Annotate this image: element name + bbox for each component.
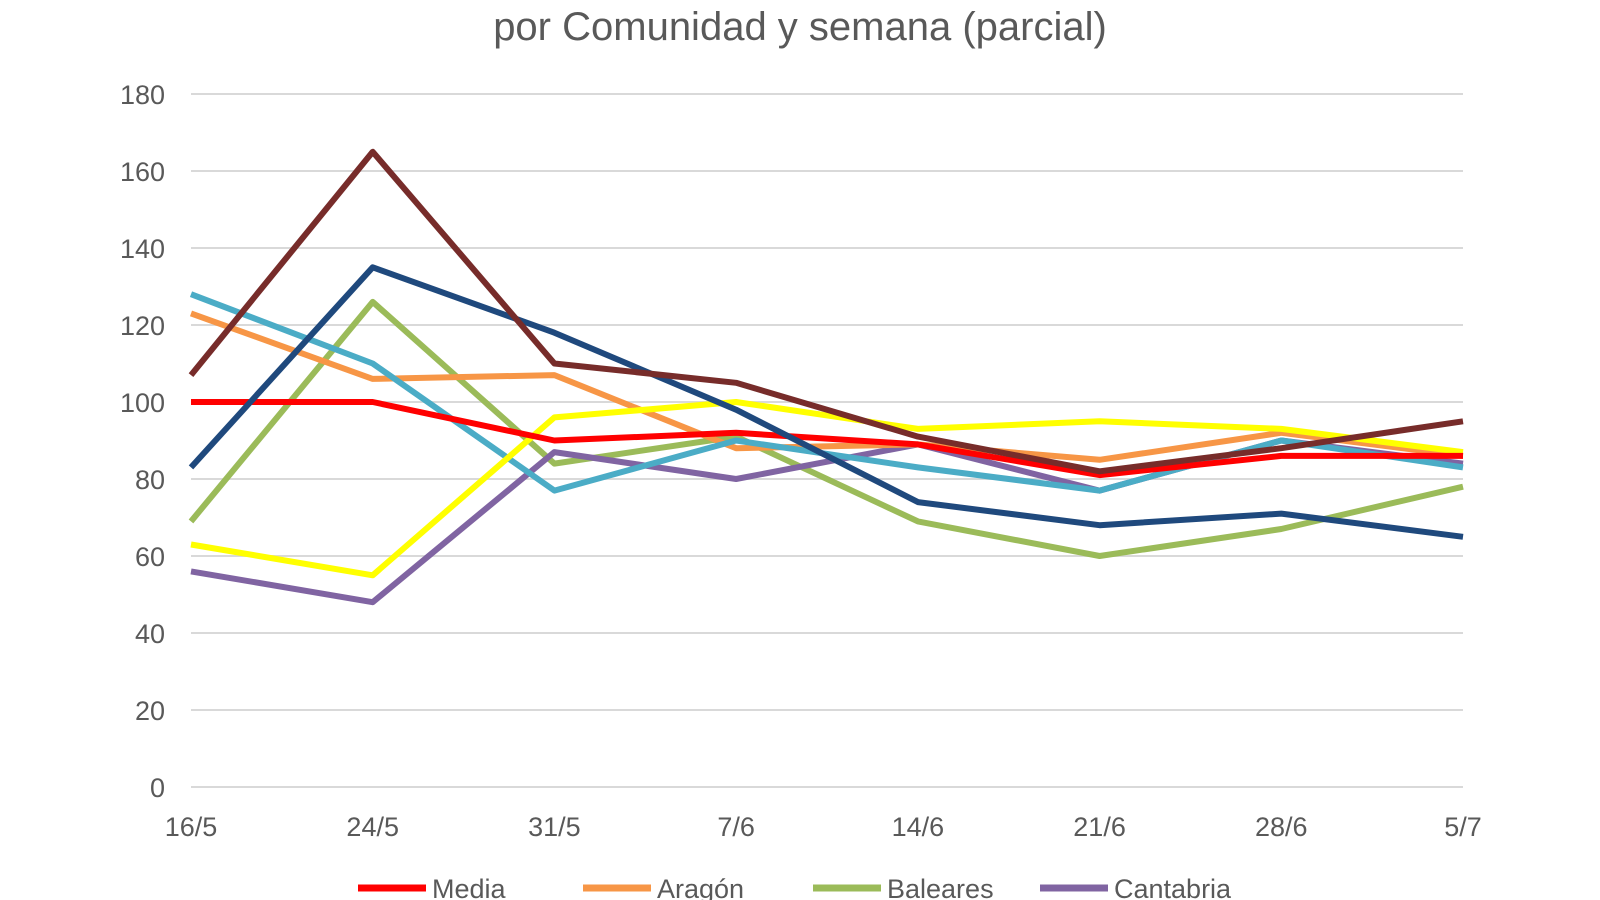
y-tick-label: 100 bbox=[120, 388, 165, 418]
y-axis: 0 20 40 60 80 100 120 140 160 180 bbox=[120, 80, 165, 803]
y-tick-label: 120 bbox=[120, 311, 165, 341]
series-lines bbox=[188, 148, 1464, 606]
x-tick-label: 16/5 bbox=[165, 812, 218, 842]
series-line-cantabria bbox=[190, 437, 1464, 606]
x-tick-label: 14/6 bbox=[892, 812, 945, 842]
chart-title: por Comunidad y semana (parcial) bbox=[493, 5, 1107, 49]
legend-item: Baleares bbox=[813, 874, 994, 900]
series-line-baleares bbox=[188, 298, 1464, 559]
x-tick-label: 21/6 bbox=[1073, 812, 1126, 842]
x-axis: 16/5 24/5 31/5 7/6 14/6 21/6 28/6 5/7 bbox=[165, 812, 1482, 842]
x-tick-label: 28/6 bbox=[1255, 812, 1308, 842]
series-line-unlabeled-4 bbox=[190, 399, 1464, 579]
series-line-aragón bbox=[189, 310, 1464, 463]
legend-item: Media bbox=[358, 874, 507, 900]
legend-item: Cantabria bbox=[1040, 874, 1232, 900]
x-tick-label: 7/6 bbox=[717, 812, 755, 842]
y-tick-label: 80 bbox=[135, 465, 165, 495]
y-tick-label: 140 bbox=[120, 234, 165, 264]
series-line-unlabeled-7 bbox=[188, 148, 1464, 475]
legend-label: Aragón bbox=[657, 874, 744, 900]
legend-item: Aragón bbox=[583, 874, 744, 900]
y-tick-label: 20 bbox=[135, 696, 165, 726]
y-tick-label: 160 bbox=[120, 157, 165, 187]
legend-label: Media bbox=[432, 874, 507, 900]
y-tick-label: 0 bbox=[150, 773, 165, 803]
y-tick-label: 180 bbox=[120, 80, 165, 110]
x-tick-label: 31/5 bbox=[528, 812, 581, 842]
legend: Media Aragón Baleares Cantabria bbox=[358, 874, 1232, 900]
series-line-media bbox=[191, 399, 1463, 479]
series-line-unlabeled-6 bbox=[188, 264, 1464, 540]
y-tick-label: 60 bbox=[135, 542, 165, 572]
x-tick-label: 24/5 bbox=[346, 812, 399, 842]
y-tick-label: 40 bbox=[135, 619, 165, 649]
x-tick-label: 5/7 bbox=[1444, 812, 1482, 842]
legend-label: Cantabria bbox=[1114, 874, 1232, 900]
legend-label: Baleares bbox=[887, 874, 994, 900]
